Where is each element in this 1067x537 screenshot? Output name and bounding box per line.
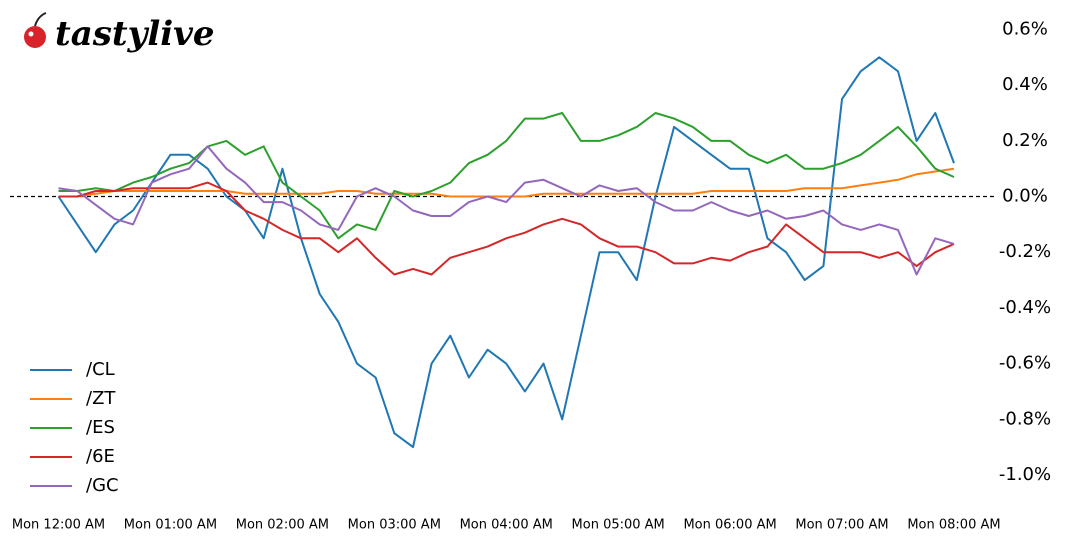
y-tick-label: 0.6% [1002,18,1048,39]
logo-stem [34,12,47,27]
y-tick-label: 0.4% [1002,74,1048,95]
logo-text: tastylive [55,14,215,54]
y-tick-label: 0.2% [1002,130,1048,151]
logo-shine [28,31,34,37]
y-tick-label: -0.8% [999,408,1051,429]
y-tick-label: -0.2% [999,241,1051,262]
legend-label: /6E [86,446,115,467]
legend-label: /ZT [86,388,116,409]
y-tick-label: -0.4% [999,297,1051,318]
series-line [57,56,955,449]
y-tick-label: 0.0% [1002,186,1048,207]
legend-label: /ES [86,417,115,438]
legend-label: /GC [86,475,119,496]
x-tick-label: Mon 01:00 AM [124,518,217,533]
logo-cherry [24,26,46,48]
series-line [58,167,955,198]
x-tick-label: Mon 07:00 AM [795,518,888,533]
legend-label: /CL [86,359,115,380]
x-tick-label: Mon 05:00 AM [572,518,665,533]
x-tick-label: Mon 02:00 AM [236,518,329,533]
y-tick-label: -0.6% [999,353,1051,374]
series-line [58,145,955,276]
x-tick-label: Mon 03:00 AM [348,518,441,533]
x-tick-label: Mon 12:00 AM [12,518,105,533]
logo: tastylive [24,12,215,54]
x-tick-label: Mon 04:00 AM [460,518,553,533]
series-line [58,112,955,240]
y-tick-label: -1.0% [999,464,1051,485]
series-line [58,181,955,276]
x-tick-label: Mon 06:00 AM [683,518,776,533]
x-tick-label: Mon 08:00 AM [907,518,1000,533]
